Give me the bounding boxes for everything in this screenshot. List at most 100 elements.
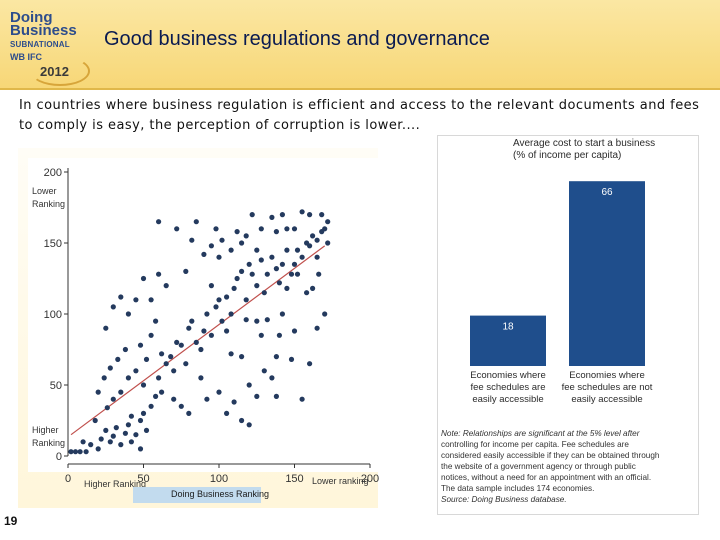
scatter-point — [299, 209, 305, 215]
scatter-point — [319, 212, 325, 218]
scatter-point — [243, 317, 249, 323]
scatter-point — [228, 247, 234, 253]
scatter-point — [72, 449, 79, 455]
scatter-point — [143, 356, 150, 362]
bar-category-label: Economies where — [569, 370, 645, 381]
x-tick-label: 50 — [137, 473, 149, 485]
bar-chart-note-line: The data sample includes 174 economies. — [441, 484, 594, 493]
scatter-point — [246, 422, 252, 428]
scatter-point — [153, 318, 159, 324]
scatter-point — [198, 346, 204, 353]
scatter-point — [310, 233, 316, 239]
scatter-point — [219, 237, 225, 243]
scatter-point — [95, 446, 101, 452]
scatter-point — [279, 212, 285, 218]
scatter-point — [208, 283, 214, 289]
scatter-point — [113, 425, 119, 431]
bar-chart-note-line: the website of a government agency or th… — [441, 462, 636, 471]
scatter-point — [98, 436, 104, 442]
bar — [569, 181, 645, 366]
scatter-point — [128, 413, 134, 419]
scatter-point — [254, 318, 260, 324]
header-divider — [0, 88, 720, 90]
scatter-point — [198, 375, 204, 381]
scatter-point — [183, 268, 189, 274]
logo-ring — [30, 56, 90, 86]
scatter-point — [224, 294, 230, 300]
scatter-point — [264, 271, 270, 277]
scatter-point — [246, 261, 252, 267]
bar-category-label: Economies where — [470, 370, 546, 381]
scatter-point — [118, 389, 124, 395]
bar-chart-note-line: controlling for income per capita. Fee s… — [441, 440, 629, 449]
scatter-point — [304, 290, 310, 296]
scatter-point — [171, 396, 177, 402]
scatter-point — [189, 237, 195, 243]
scatter-point — [310, 285, 316, 291]
scatter-point — [201, 251, 207, 257]
scatter-point — [101, 375, 107, 381]
scatter-point — [269, 375, 275, 381]
scatter-point — [228, 351, 234, 357]
y-tick-label: 200 — [44, 167, 62, 179]
slide-header: Doing Business SUBNATIONAL WB IFC 2012 G… — [0, 0, 720, 88]
scatter-point — [110, 433, 116, 439]
y-label-top-line1: Lower — [32, 186, 57, 196]
y-label-top-line2: Ranking — [32, 199, 65, 209]
scatter-point — [219, 318, 225, 324]
scatter-point — [125, 311, 131, 317]
scatter-point — [284, 226, 290, 232]
scatter-point — [95, 389, 101, 395]
bar-chart-source: Source: Doing Business database. — [441, 495, 567, 504]
scatter-point — [273, 393, 279, 399]
logo-line4: WB IFC — [10, 52, 42, 62]
scatter-point — [254, 283, 260, 289]
scatter-point — [307, 243, 313, 249]
scatter-point — [103, 325, 109, 331]
scatter-point — [133, 432, 139, 438]
scatter-point — [276, 332, 282, 338]
scatter-point — [299, 254, 305, 260]
scatter-point — [128, 439, 134, 445]
x-label-right: Lower ranking — [312, 476, 369, 486]
scatter-point — [137, 446, 144, 452]
x-axis-title: Doing Business Ranking — [171, 489, 270, 499]
scatter-point — [122, 346, 128, 353]
scatter-point — [189, 318, 195, 324]
scatter-point — [269, 214, 275, 220]
scatter-point — [273, 229, 279, 235]
bar-category-label: fee schedules are not — [562, 382, 653, 393]
scatter-point — [322, 311, 328, 317]
scatter-point — [118, 442, 124, 448]
x-tick-label: 200 — [361, 473, 379, 485]
scatter-point — [269, 254, 275, 260]
scatter-point — [284, 247, 290, 253]
scatter-point — [186, 325, 192, 331]
bar-value-label: 66 — [601, 187, 613, 198]
scatter-point — [243, 233, 249, 239]
scatter-point — [168, 354, 174, 360]
scatter-point — [291, 226, 298, 232]
y-tick-label: 150 — [44, 238, 62, 250]
scatter-point — [148, 332, 154, 338]
scatter-point — [314, 254, 320, 260]
scatter-point — [239, 268, 245, 274]
scatter-point — [193, 219, 199, 225]
scatter-point — [261, 290, 267, 296]
bar-chart-title-line2: (% of income per capita) — [513, 150, 621, 161]
y-label-bottom-line2: Ranking — [32, 438, 65, 448]
scatter-point — [288, 271, 295, 277]
scatter-point — [140, 410, 147, 416]
scatter-point — [279, 261, 285, 267]
scatter-point — [276, 280, 282, 286]
x-axis-title-box — [133, 487, 261, 503]
scatter-point — [178, 403, 184, 409]
x-tick-label: 0 — [65, 473, 71, 485]
x-tick-label: 150 — [285, 473, 303, 485]
scatter-point — [231, 285, 237, 291]
scatter-point — [294, 271, 301, 277]
scatter-point — [174, 339, 180, 345]
scatter-point — [104, 405, 110, 411]
